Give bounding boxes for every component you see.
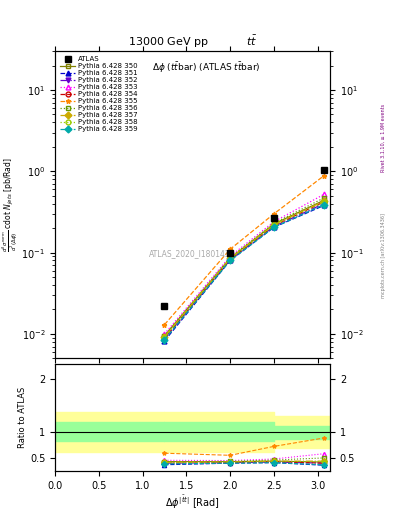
Text: mcplots.cern.ch [arXiv:1306.3436]: mcplots.cern.ch [arXiv:1306.3436]	[381, 214, 386, 298]
X-axis label: $\Delta\phi^{|\bar{t}t|}$ [Rad]: $\Delta\phi^{|\bar{t}t|}$ [Rad]	[165, 494, 220, 511]
Y-axis label: $\frac{d^2\sigma^{norm}}{d^2(\Delta\phi)}$ cdot $N_{jets}$ [pb/Rad]: $\frac{d^2\sigma^{norm}}{d^2(\Delta\phi)…	[0, 157, 19, 252]
Y-axis label: Ratio to ATLAS: Ratio to ATLAS	[18, 387, 27, 448]
Text: Rivet 3.1.10, ≥ 1.9M events: Rivet 3.1.10, ≥ 1.9M events	[381, 104, 386, 173]
Legend: ATLAS, Pythia 6.428 350, Pythia 6.428 351, Pythia 6.428 352, Pythia 6.428 353, P: ATLAS, Pythia 6.428 350, Pythia 6.428 35…	[59, 55, 139, 134]
Text: $\Delta\phi$ ($t\bar{t}$bar) (ATLAS $t\bar{t}$bar): $\Delta\phi$ ($t\bar{t}$bar) (ATLAS $t\b…	[152, 60, 261, 75]
Text: ATLAS_2020_I1801434: ATLAS_2020_I1801434	[149, 249, 236, 259]
Title: 13000 GeV pp           $t\bar{t}$: 13000 GeV pp $t\bar{t}$	[128, 33, 257, 50]
